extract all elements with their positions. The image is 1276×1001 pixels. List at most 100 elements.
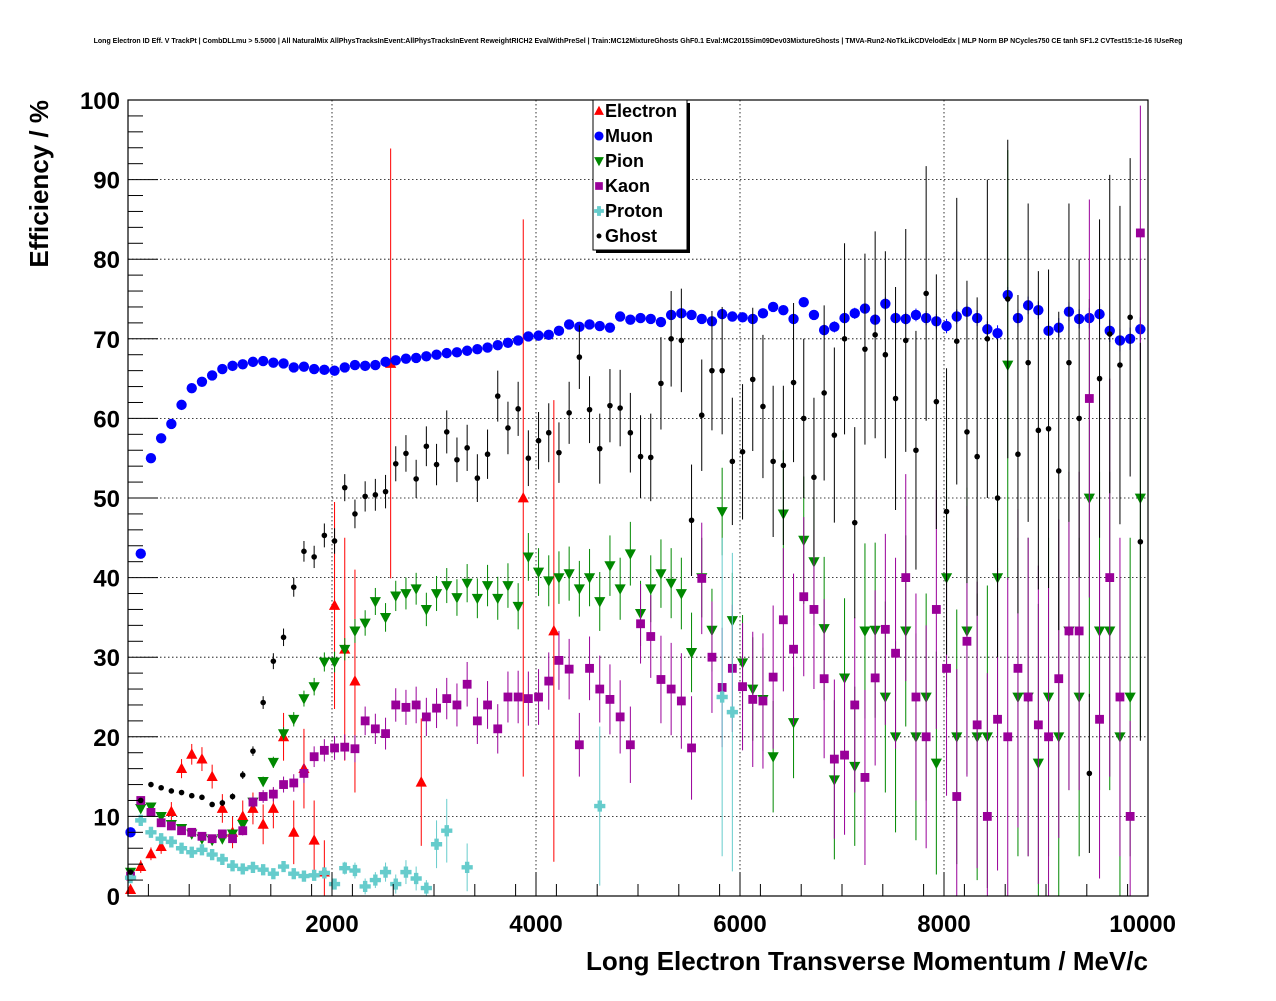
data-point (301, 540, 307, 562)
data-point (339, 362, 350, 373)
data-point (441, 798, 453, 863)
data-point (778, 548, 788, 692)
data-point (594, 572, 606, 631)
data-point (923, 166, 929, 421)
data-point (289, 774, 299, 792)
data-point (658, 337, 664, 430)
data-point (517, 219, 529, 777)
data-point (421, 351, 432, 362)
data-point (188, 792, 195, 799)
data-point (392, 446, 399, 482)
data-point (566, 381, 572, 444)
data-point (288, 362, 299, 373)
y-tick-label: 0 (107, 884, 120, 911)
data-point (819, 599, 829, 759)
data-point (685, 612, 698, 693)
data-point (247, 861, 259, 873)
data-point (277, 727, 290, 740)
data-point (891, 557, 900, 749)
data-point (257, 864, 269, 876)
data-point (535, 412, 542, 470)
data-point (451, 579, 463, 616)
data-point (645, 313, 656, 325)
data-point (290, 577, 297, 597)
data-point (278, 358, 289, 369)
data-point (390, 874, 402, 894)
data-point (1023, 537, 1033, 857)
data-point (423, 426, 430, 467)
legend-label: Muon (605, 126, 653, 146)
data-point (512, 583, 524, 630)
data-point (196, 376, 208, 387)
data-point (461, 564, 473, 603)
data-point (379, 603, 392, 632)
data-point (217, 829, 227, 839)
data-point (328, 651, 341, 673)
data-point (972, 581, 982, 869)
data-point (931, 490, 941, 729)
data-point (308, 869, 320, 881)
y-tick-label: 70 (93, 327, 120, 354)
data-point (494, 370, 501, 422)
data-point (288, 868, 300, 880)
data-point (321, 523, 328, 548)
data-point (471, 578, 483, 619)
data-point (605, 664, 615, 735)
data-point (308, 677, 320, 696)
data-point (655, 539, 667, 608)
data-point (1033, 565, 1043, 885)
data-point (299, 763, 309, 783)
data-point (484, 429, 491, 479)
data-point (176, 399, 187, 411)
data-point (1045, 269, 1052, 588)
data-point (400, 577, 412, 610)
data-point (604, 322, 616, 333)
legend-marker (594, 206, 604, 216)
data-point (165, 836, 177, 848)
data-point (675, 557, 687, 630)
data-point (341, 474, 348, 502)
data-point (168, 788, 175, 794)
data-point (135, 548, 146, 559)
data-point (464, 424, 470, 471)
data-point (206, 370, 218, 381)
data-point (646, 595, 656, 678)
data-point (403, 435, 409, 472)
data-point (556, 422, 562, 483)
axis-ticks: 0 10 20 30 40 50 60 70 80 90 100 2000 4000 6000 8000 10… (80, 88, 1176, 938)
data-point (758, 633, 768, 769)
data-point (789, 573, 798, 725)
series-proton (124, 537, 738, 896)
data-point (415, 718, 427, 846)
data-point (330, 736, 339, 760)
data-point (553, 551, 565, 604)
data-point (698, 359, 705, 471)
data-point (512, 335, 524, 346)
series-ghost (127, 139, 1144, 875)
x-tick-label: 4000 (509, 911, 562, 938)
data-point (127, 869, 134, 875)
data-point (534, 669, 543, 725)
data-point (431, 349, 442, 360)
data-point (166, 418, 177, 430)
data-point (319, 739, 329, 762)
data-point (687, 696, 696, 800)
data-point (1076, 259, 1082, 578)
data-point (280, 628, 287, 647)
data-point (145, 847, 157, 861)
data-point (952, 669, 962, 896)
data-point (454, 437, 460, 483)
data-point (238, 825, 248, 836)
data-point (614, 311, 626, 322)
data-point (186, 846, 198, 858)
data-point (859, 543, 871, 719)
data-point (420, 880, 432, 896)
data-point (267, 756, 279, 769)
data-point (331, 528, 338, 554)
data-point (370, 713, 380, 744)
data-point (984, 179, 991, 498)
data-point (492, 339, 503, 351)
data-point (359, 878, 371, 895)
data-point (655, 316, 667, 328)
